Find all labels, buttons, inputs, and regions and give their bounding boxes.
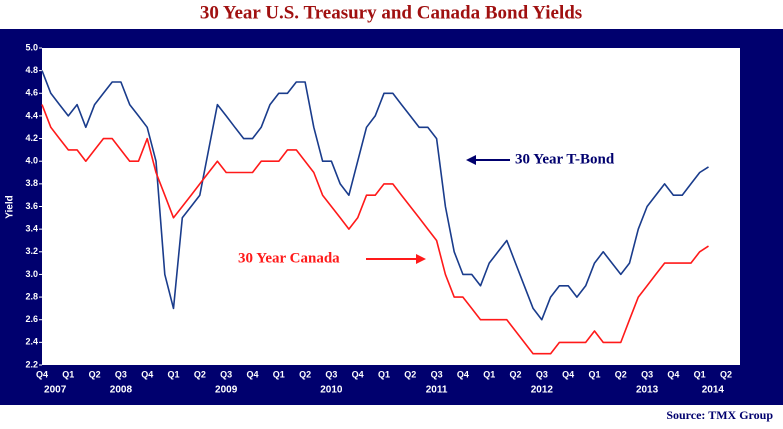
series-line — [41, 70, 709, 321]
y-tick-label: 2.6 — [25, 314, 38, 324]
x-tick-label: Q1 — [273, 369, 285, 379]
x-tick-label: Q2 — [194, 369, 206, 379]
y-tick-label: 4.8 — [25, 65, 38, 75]
year-label: 2007 — [44, 385, 67, 396]
x-tick-label: Q3 — [431, 369, 443, 379]
plot-area — [42, 48, 740, 365]
x-tick-label: Q3 — [641, 369, 653, 379]
x-tick-label: Q1 — [378, 369, 390, 379]
y-tick-label: 4.6 — [25, 88, 38, 98]
y-tick-label: 2.4 — [25, 337, 38, 347]
y-tick-label: 3.6 — [25, 201, 38, 211]
y-tick-label: 3.8 — [25, 178, 38, 188]
x-tick-label: Q3 — [220, 369, 232, 379]
chart-title: 30 Year U.S. Treasury and Canada Bond Yi… — [200, 2, 582, 23]
y-tick-label: 2.8 — [25, 291, 38, 301]
x-tick-label: Q2 — [404, 369, 416, 379]
x-tick-label: Q2 — [89, 369, 101, 379]
x-tick-label: Q3 — [115, 369, 127, 379]
x-tick-label: Q1 — [588, 369, 600, 379]
source: Source: TMX Group — [666, 408, 773, 422]
y-tick-label: 4.2 — [25, 133, 38, 143]
y-tick-label: 4.4 — [25, 110, 38, 120]
y-tick-label: 4.0 — [25, 156, 38, 166]
x-tick-label: Q3 — [536, 369, 548, 379]
x-tick-label: Q4 — [562, 369, 574, 379]
year-label: 2014 — [702, 385, 725, 396]
x-tick-label: Q4 — [246, 369, 258, 379]
y-axis-label: Yield — [5, 195, 16, 219]
x-tick-label: Q2 — [615, 369, 627, 379]
annotation: 30 Year Canada — [238, 250, 340, 266]
year-label: 2010 — [320, 385, 343, 396]
x-tick-label: Q4 — [667, 369, 679, 379]
x-tick-label: Q1 — [483, 369, 495, 379]
year-label: 2012 — [531, 385, 554, 396]
y-tick-label: 2.2 — [25, 359, 38, 369]
y-tick-label: 3.0 — [25, 269, 38, 279]
x-tick-label: Q1 — [168, 369, 180, 379]
x-tick-label: Q1 — [62, 369, 74, 379]
arrow-head — [416, 254, 426, 264]
year-label: 2009 — [215, 385, 238, 396]
x-tick-label: Q2 — [510, 369, 522, 379]
year-label: 2013 — [636, 385, 659, 396]
x-tick-label: Q4 — [141, 369, 153, 379]
x-tick-label: Q4 — [457, 369, 469, 379]
x-tick-label: Q3 — [325, 369, 337, 379]
y-tick-label: 3.4 — [25, 224, 38, 234]
annotation: 30 Year T-Bond — [515, 151, 615, 167]
arrow-head — [466, 155, 476, 165]
x-tick-label: Q2 — [299, 369, 311, 379]
y-tick-label: 5.0 — [25, 42, 38, 52]
y-tick-label: 3.2 — [25, 246, 38, 256]
year-label: 2011 — [426, 385, 448, 396]
series-line — [41, 104, 709, 355]
year-label: 2008 — [110, 385, 133, 396]
x-tick-label: Q4 — [352, 369, 364, 379]
x-tick-label: Q4 — [36, 369, 48, 379]
x-tick-label: Q1 — [694, 369, 706, 379]
x-tick-label: Q2 — [720, 369, 732, 379]
